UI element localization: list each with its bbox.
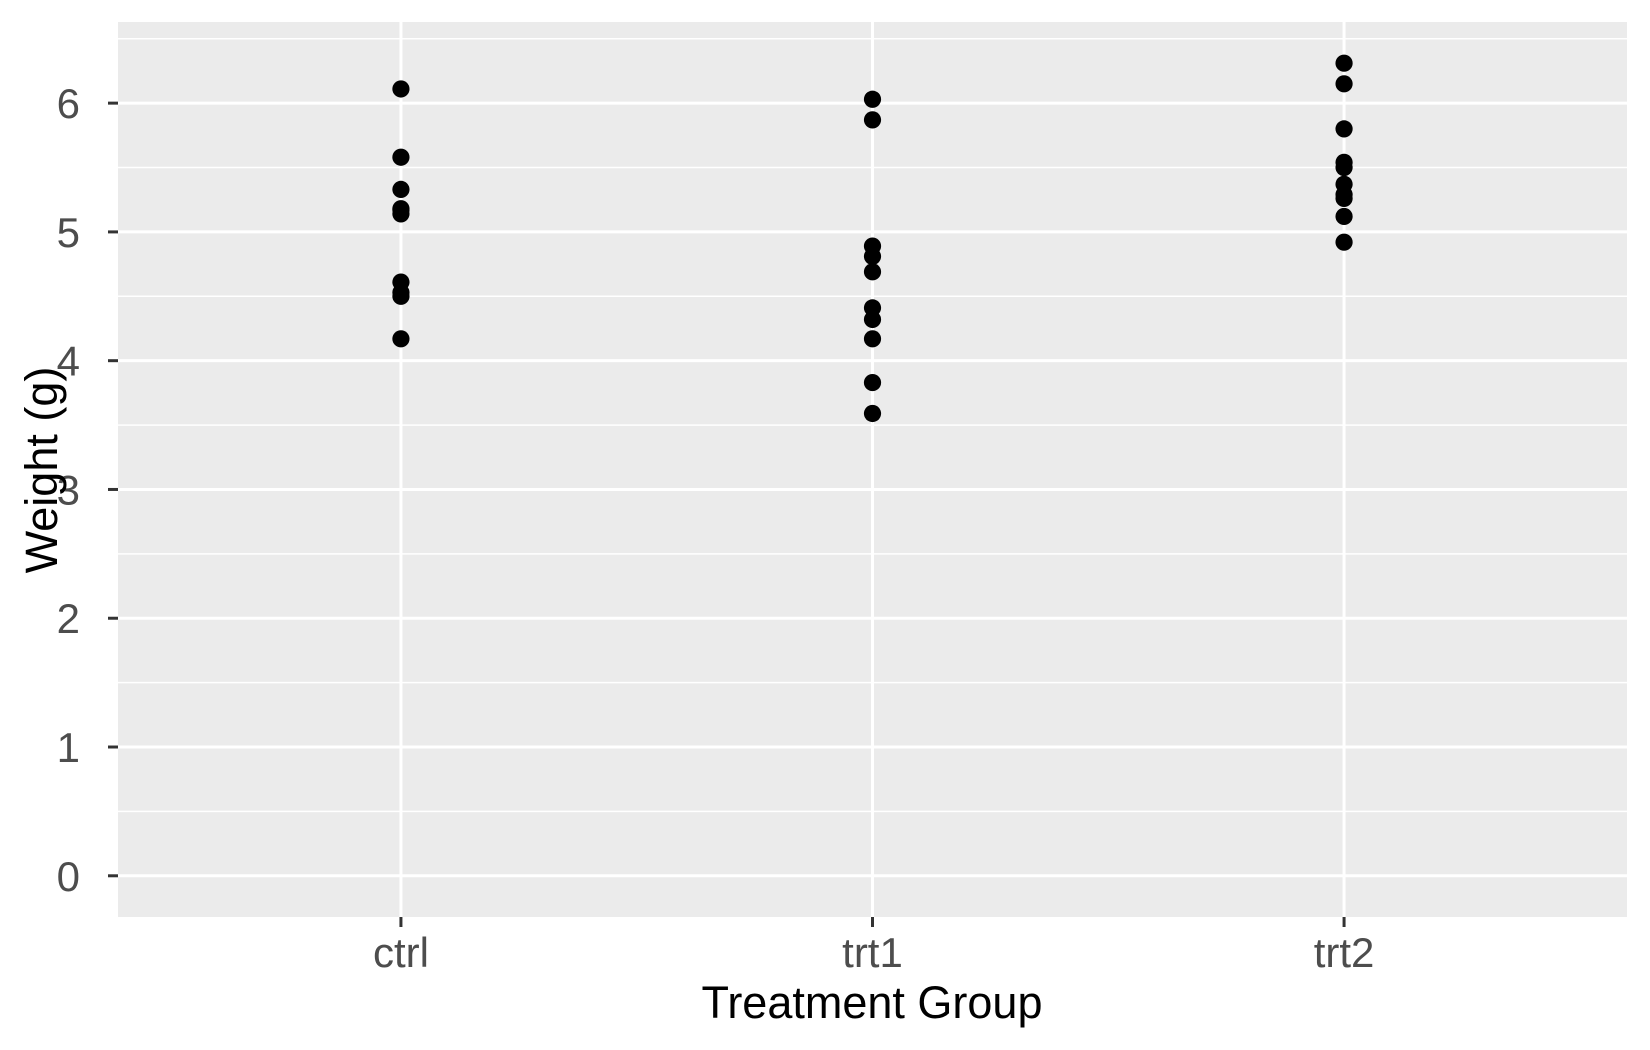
y-tick-label: 0 xyxy=(57,853,80,900)
data-point xyxy=(1335,120,1353,138)
data-point xyxy=(863,310,882,329)
data-point xyxy=(1335,233,1353,251)
data-point xyxy=(863,404,882,423)
y-tick-label: 6 xyxy=(57,80,80,127)
y-tick-label: 1 xyxy=(57,724,80,771)
y-tick-label: 5 xyxy=(57,209,80,256)
data-point xyxy=(392,148,410,166)
data-point xyxy=(1335,54,1353,72)
x-axis-title: Treatment Group xyxy=(702,977,1043,1028)
data-point xyxy=(1335,189,1353,208)
points-trt1 xyxy=(863,90,882,423)
x-tick-label: ctrl xyxy=(373,929,429,976)
y-axis-ticks: 0 1 2 3 4 5 6 xyxy=(57,80,118,900)
x-tick-label: trt1 xyxy=(842,929,903,976)
y-tick-label: 2 xyxy=(57,595,80,642)
data-point xyxy=(392,330,410,348)
x-axis-ticks: ctrl trt1 trt2 xyxy=(373,917,1374,976)
data-point xyxy=(392,80,410,98)
y-tick-label: 3 xyxy=(57,466,80,513)
data-point xyxy=(1335,75,1353,93)
y-axis-title: Weight (g) xyxy=(16,367,67,574)
data-point xyxy=(1335,207,1353,226)
data-point xyxy=(863,237,882,255)
data-point xyxy=(863,90,882,108)
data-point xyxy=(863,263,882,281)
x-tick-label: trt2 xyxy=(1314,929,1375,976)
data-point xyxy=(863,111,882,129)
data-point xyxy=(392,283,410,302)
data-point xyxy=(863,373,882,392)
data-point xyxy=(1335,158,1353,177)
data-point xyxy=(392,180,410,199)
data-point xyxy=(392,205,410,223)
data-point xyxy=(863,330,882,348)
points-ctrl xyxy=(392,80,410,348)
points-trt2 xyxy=(1335,54,1353,251)
chart-layer: 0 1 2 3 4 5 6 ctrl trt1 trt2 xyxy=(57,22,1627,976)
y-tick-label: 4 xyxy=(57,338,80,385)
